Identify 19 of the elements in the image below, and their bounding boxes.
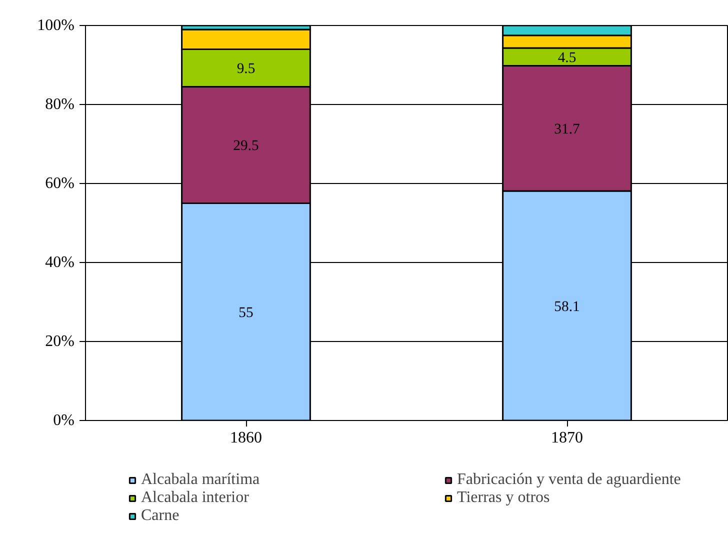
y-tick-label: 0% [53,412,74,429]
x-tick-label: 1860 [230,430,262,446]
y-tick-label: 20% [45,333,74,350]
data-label: 29.5 [233,138,259,154]
data-label: 31.7 [554,121,580,138]
data-label: 9.5 [236,60,256,77]
x-tick-label: 1870 [551,430,583,446]
legend-label: Alcabala interior [141,489,250,507]
legend-label: Fabricación y venta de aguardiente [457,471,682,489]
y-tick-label: 40% [45,254,74,271]
y-tick-label: 100% [37,17,74,34]
data-label: 4.5 [558,50,576,66]
legend-label: Tierras y otros [457,489,551,507]
y-tick-label: 60% [45,175,74,192]
data-label: 55 [238,304,254,321]
legend-label: Alcabala marítima [141,471,261,489]
legend-label: Carne [141,507,180,525]
y-tick-label: 80% [45,96,74,113]
data-label: 58.1 [554,298,580,315]
